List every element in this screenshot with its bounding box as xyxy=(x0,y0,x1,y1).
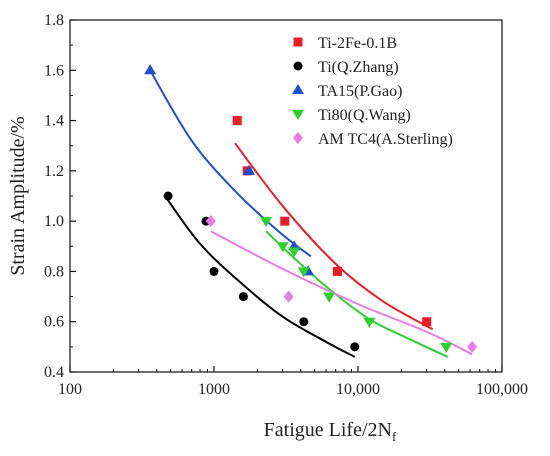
legend-marker xyxy=(293,37,303,47)
y-tick-label: 1.0 xyxy=(44,213,64,230)
legend-label: Ti80(Q.Wang) xyxy=(318,107,411,124)
data-point xyxy=(323,292,336,303)
data-point xyxy=(440,342,453,353)
x-tick-label: 100,000 xyxy=(476,381,528,398)
data-point xyxy=(242,164,255,175)
data-point xyxy=(232,116,242,126)
x-tick-label: 100 xyxy=(58,381,82,398)
legend-label: Ti(Q.Zhang) xyxy=(318,59,399,76)
data-point xyxy=(209,266,219,276)
fit-line xyxy=(234,142,434,331)
y-tick-label: 1.6 xyxy=(44,62,64,79)
legend-label: AM TC4(A.Sterling) xyxy=(318,131,453,148)
y-tick-label: 1.8 xyxy=(44,12,64,29)
fit-line xyxy=(265,230,449,358)
data-point xyxy=(422,317,432,327)
data-point xyxy=(350,342,360,352)
y-tick-label: 0.6 xyxy=(44,314,64,331)
axis-ticks: 0.4 0.6 0.8 1.0 1.2 1.4 1.6 1.8 100 1000 10,000 100… xyxy=(44,12,528,398)
data-point xyxy=(297,267,310,278)
legend-marker xyxy=(293,61,303,71)
x-axis-title-main: Fatigue Life/2N xyxy=(264,419,392,441)
data-point xyxy=(283,290,294,303)
y-tick-label: 1.4 xyxy=(44,113,64,130)
data-point xyxy=(205,215,216,228)
legend-label: TA15(P.Gao) xyxy=(318,83,402,100)
data-point xyxy=(260,217,273,228)
data-point xyxy=(288,247,301,258)
data-point xyxy=(280,216,290,226)
data-point xyxy=(363,317,376,328)
fit-line xyxy=(149,69,312,258)
legend-label: Ti-2Fe-0.1B xyxy=(318,35,397,52)
y-axis-title: Strain Amplitude/% xyxy=(7,116,29,275)
data-markers xyxy=(144,64,478,353)
x-tick-label: 1000 xyxy=(198,381,230,398)
fit-curves xyxy=(149,69,473,358)
legend-marker xyxy=(292,110,304,120)
y-tick-label: 0.8 xyxy=(44,263,64,280)
x-axis-title-subscript: f xyxy=(392,429,397,444)
y-tick-label: 1.2 xyxy=(44,163,64,180)
data-point xyxy=(467,340,478,353)
fit-line xyxy=(210,230,473,356)
x-axis-title: Fatigue Life/2Nf xyxy=(264,419,397,444)
data-point xyxy=(144,64,157,75)
y-tick-label: 0.4 xyxy=(44,364,64,381)
data-point xyxy=(238,292,248,302)
data-point xyxy=(299,317,309,327)
data-point xyxy=(163,191,173,201)
legend-marker xyxy=(293,132,303,144)
data-point xyxy=(332,266,342,276)
x-tick-label: 10,000 xyxy=(336,381,380,398)
legend-marker xyxy=(292,84,304,94)
data-point xyxy=(276,242,289,253)
legend: Ti-2Fe-0.1B Ti(Q.Zhang) TA15(P.Gao) Ti80(Q.… xyxy=(292,35,453,148)
fit-line xyxy=(165,197,356,358)
